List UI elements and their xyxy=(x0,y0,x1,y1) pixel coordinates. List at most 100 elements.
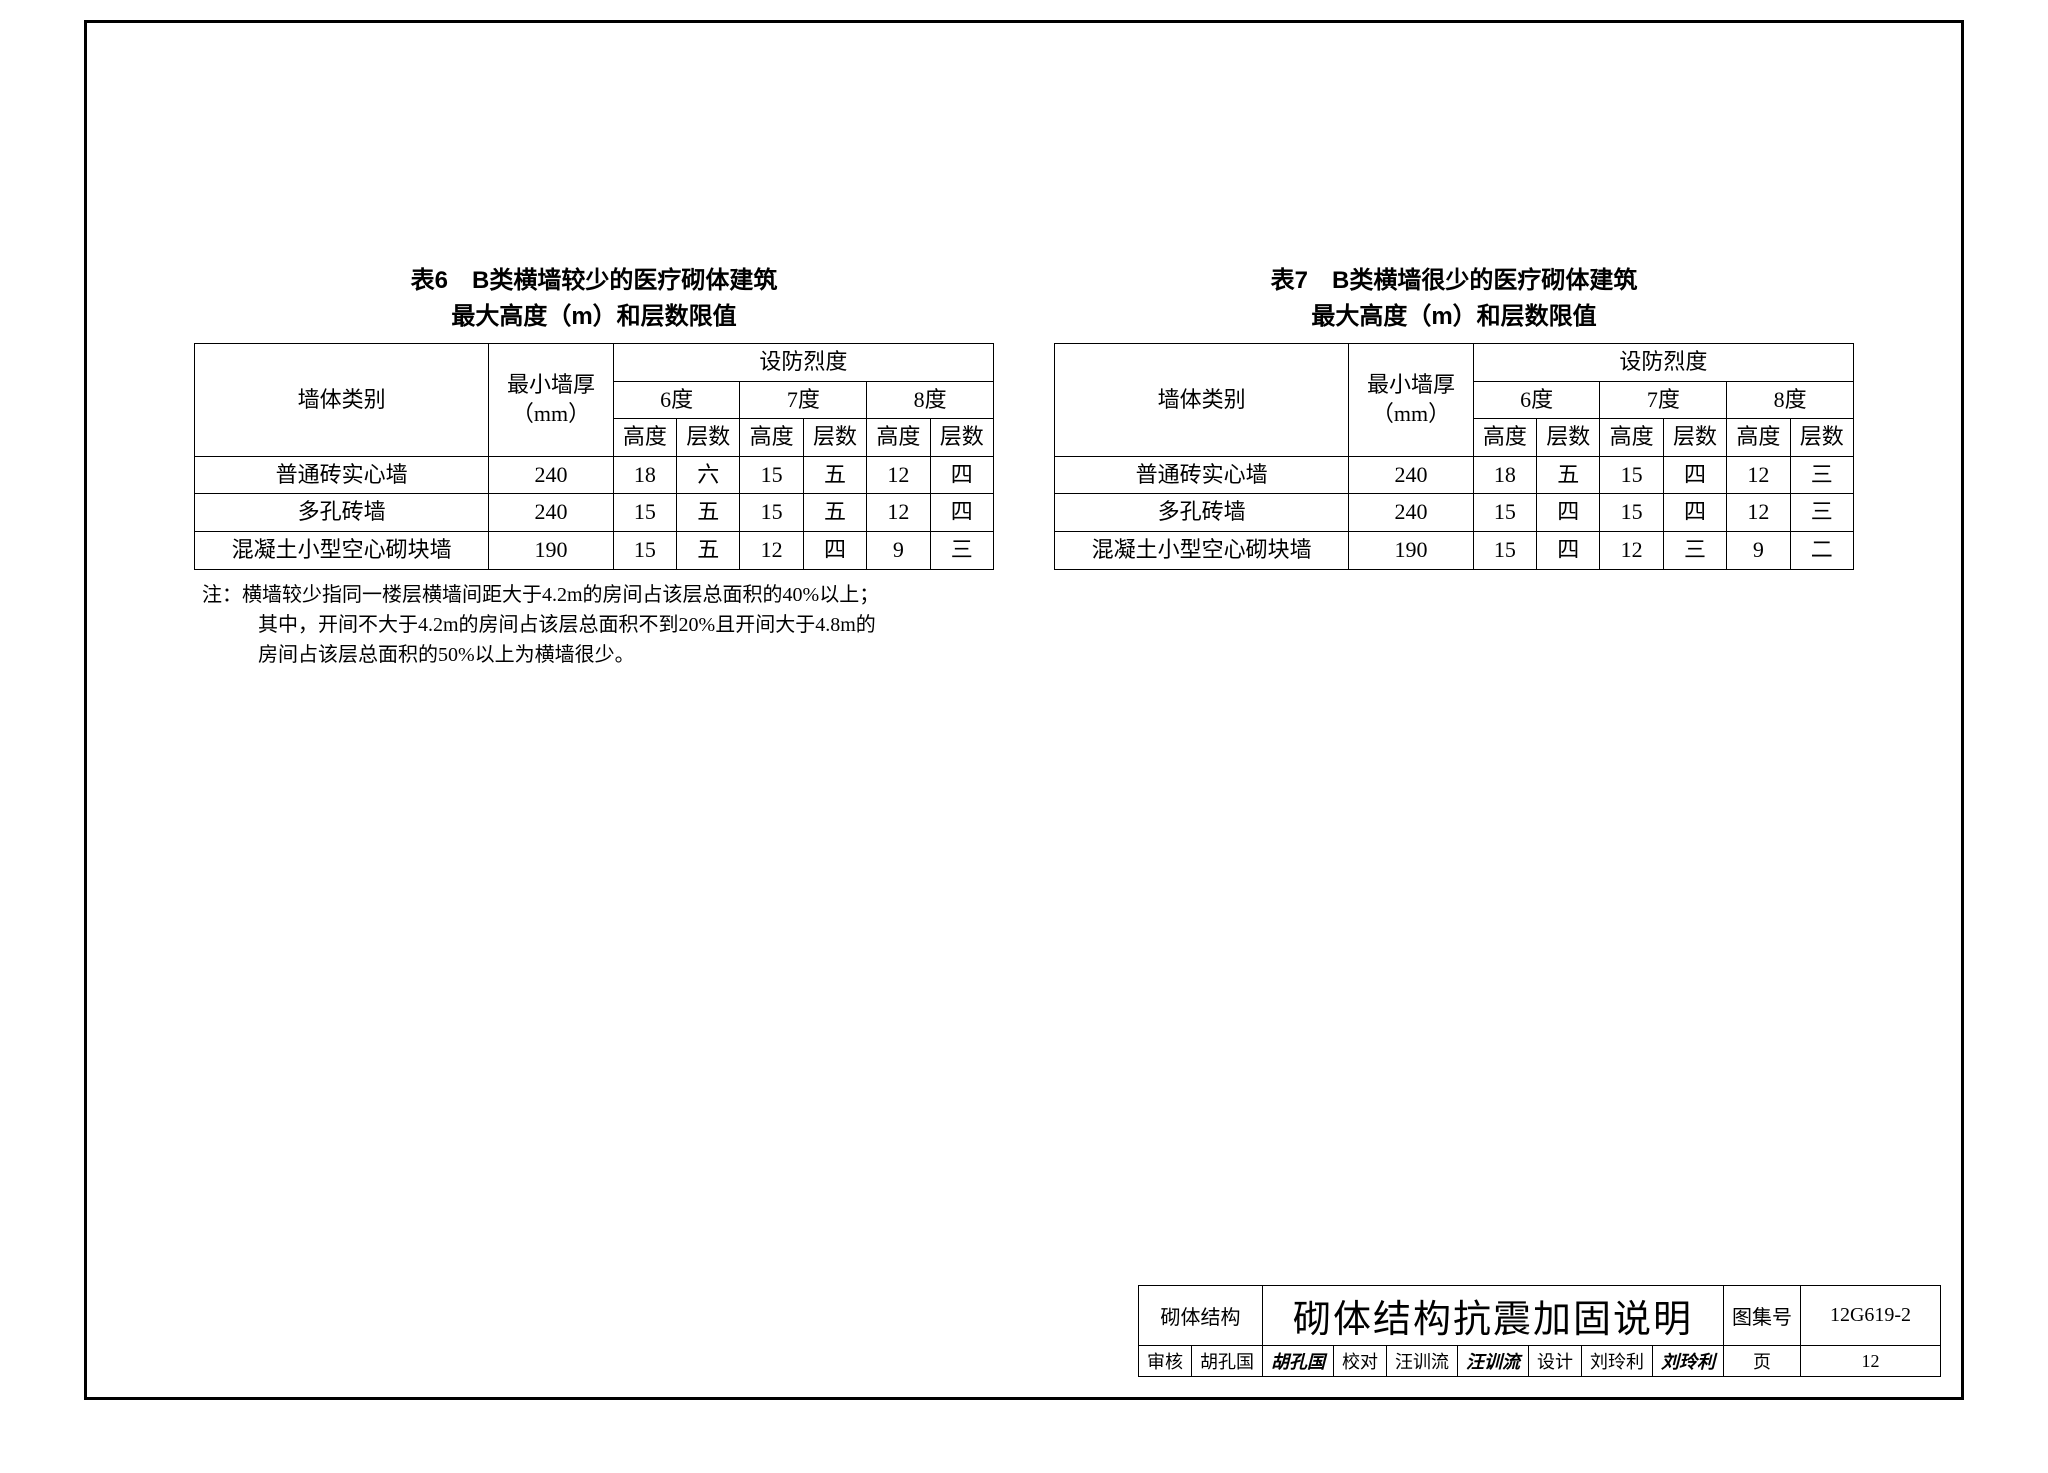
title-block: 砌体结构 砌体结构抗震加固说明 图集号 12G619-2 审核 胡孔国 胡孔国 … xyxy=(1138,1285,1941,1377)
cell: 15 xyxy=(613,531,676,569)
cell: 四 xyxy=(930,494,993,532)
tb-main-title: 砌体结构抗震加固说明 xyxy=(1263,1286,1724,1346)
cell: 四 xyxy=(1537,531,1600,569)
cell: 18 xyxy=(1473,456,1536,494)
cell: 15 xyxy=(740,494,803,532)
th-f8: 层数 xyxy=(1790,419,1853,457)
th-7deg: 7度 xyxy=(1600,381,1727,419)
th-h8: 高度 xyxy=(867,419,930,457)
th-7deg: 7度 xyxy=(740,381,867,419)
tb-design-label: 设计 xyxy=(1529,1346,1582,1377)
tb-review-label: 审核 xyxy=(1139,1346,1192,1377)
table-row: 普通砖实心墙 240 18 五 15 四 12 三 xyxy=(1055,456,1854,494)
cell: 四 xyxy=(1663,456,1726,494)
tb-check-sig: 汪训流 xyxy=(1458,1346,1529,1377)
th-h7: 高度 xyxy=(1600,419,1663,457)
cell: 五 xyxy=(803,494,866,532)
cell: 15 xyxy=(613,494,676,532)
cell: 240 xyxy=(489,494,613,532)
cell: 12 xyxy=(867,456,930,494)
th-wall-type: 墙体类别 xyxy=(1055,344,1349,457)
table7-title-line1: 表7 B类横墙很少的医疗砌体建筑 xyxy=(1271,267,1638,294)
cell: 190 xyxy=(489,531,613,569)
drawing-frame: 表6 B类横墙较少的医疗砌体建筑 最大高度（m）和层数限值 墙体类别 最小墙厚（… xyxy=(84,20,1964,1400)
tb-page-no: 12 xyxy=(1801,1346,1941,1377)
table-row: 混凝土小型空心砌块墙 190 15 四 12 三 9 二 xyxy=(1055,531,1854,569)
note-l3: 房间占该层总面积的50%以上为横墙很少。 xyxy=(202,640,994,670)
cell: 多孔砖墙 xyxy=(1055,494,1349,532)
cell: 四 xyxy=(1663,494,1726,532)
note-prefix: 注： xyxy=(202,584,242,606)
th-intensity: 设防烈度 xyxy=(613,344,993,382)
cell: 六 xyxy=(677,456,740,494)
th-h8: 高度 xyxy=(1727,419,1790,457)
tb-review-sig: 胡孔国 xyxy=(1263,1346,1334,1377)
cell: 15 xyxy=(1600,456,1663,494)
th-f7: 层数 xyxy=(1663,419,1726,457)
th-h6: 高度 xyxy=(1473,419,1536,457)
cell: 五 xyxy=(803,456,866,494)
cell: 五 xyxy=(677,531,740,569)
th-h7: 高度 xyxy=(740,419,803,457)
cell: 15 xyxy=(1473,494,1536,532)
cell: 二 xyxy=(1790,531,1853,569)
table6-note: 注：横墙较少指同一楼层横墙间距大于4.2m的房间占该层总面积的40%以上； 其中… xyxy=(194,580,994,670)
cell: 普通砖实心墙 xyxy=(1055,456,1349,494)
cell: 12 xyxy=(1600,531,1663,569)
tb-design-name: 刘玲利 xyxy=(1582,1346,1653,1377)
tb-page-label: 页 xyxy=(1724,1346,1801,1377)
cell: 15 xyxy=(1600,494,1663,532)
cell: 12 xyxy=(740,531,803,569)
table7: 墙体类别 最小墙厚（mm） 设防烈度 6度 7度 8度 高度 层数 高度 层数 … xyxy=(1054,343,1854,570)
cell: 普通砖实心墙 xyxy=(195,456,489,494)
th-f6: 层数 xyxy=(1537,419,1600,457)
cell: 15 xyxy=(740,456,803,494)
th-8deg: 8度 xyxy=(1727,381,1854,419)
cell: 混凝土小型空心砌块墙 xyxy=(195,531,489,569)
cell: 三 xyxy=(1790,456,1853,494)
th-6deg: 6度 xyxy=(613,381,740,419)
cell: 9 xyxy=(1727,531,1790,569)
table6-title-line1: 表6 B类横墙较少的医疗砌体建筑 xyxy=(411,267,778,294)
cell: 12 xyxy=(867,494,930,532)
th-wall-type: 墙体类别 xyxy=(195,344,489,457)
tb-atlas-no: 12G619-2 xyxy=(1801,1286,1941,1346)
tb-design-sig: 刘玲利 xyxy=(1653,1346,1724,1377)
cell: 三 xyxy=(1663,531,1726,569)
cell: 9 xyxy=(867,531,930,569)
th-f6: 层数 xyxy=(677,419,740,457)
table-row: 混凝土小型空心砌块墙 190 15 五 12 四 9 三 xyxy=(195,531,994,569)
cell: 五 xyxy=(677,494,740,532)
th-f8: 层数 xyxy=(930,419,993,457)
th-8deg: 8度 xyxy=(867,381,994,419)
th-min-thick: 最小墙厚（mm） xyxy=(489,344,613,457)
th-6deg: 6度 xyxy=(1473,381,1600,419)
table7-block: 表7 B类横墙很少的医疗砌体建筑 最大高度（m）和层数限值 墙体类别 最小墙厚（… xyxy=(1054,263,1854,670)
cell: 240 xyxy=(489,456,613,494)
table6-title-line2: 最大高度（m）和层数限值 xyxy=(451,303,736,330)
tb-check-name: 汪训流 xyxy=(1387,1346,1458,1377)
cell: 三 xyxy=(930,531,993,569)
cell: 混凝土小型空心砌块墙 xyxy=(1055,531,1349,569)
tb-struct-type: 砌体结构 xyxy=(1139,1286,1263,1346)
note-l1: 横墙较少指同一楼层横墙间距大于4.2m的房间占该层总面积的40%以上； xyxy=(242,584,879,606)
cell: 多孔砖墙 xyxy=(195,494,489,532)
tb-review-name: 胡孔国 xyxy=(1192,1346,1263,1377)
cell: 12 xyxy=(1727,494,1790,532)
note-l2: 其中，开间不大于4.2m的房间占该层总面积不到20%且开间大于4.8m的 xyxy=(202,610,994,640)
cell: 240 xyxy=(1349,494,1473,532)
cell: 18 xyxy=(613,456,676,494)
cell: 四 xyxy=(803,531,866,569)
cell: 190 xyxy=(1349,531,1473,569)
cell: 12 xyxy=(1727,456,1790,494)
th-intensity: 设防烈度 xyxy=(1473,344,1853,382)
th-h6: 高度 xyxy=(613,419,676,457)
cell: 四 xyxy=(1537,494,1600,532)
table7-title-line2: 最大高度（m）和层数限值 xyxy=(1311,303,1596,330)
cell: 五 xyxy=(1537,456,1600,494)
table6: 墙体类别 最小墙厚（mm） 设防烈度 6度 7度 8度 高度 层数 高度 层数 … xyxy=(194,343,994,570)
th-f7: 层数 xyxy=(803,419,866,457)
cell: 15 xyxy=(1473,531,1536,569)
cell: 240 xyxy=(1349,456,1473,494)
table-row: 多孔砖墙 240 15 五 15 五 12 四 xyxy=(195,494,994,532)
